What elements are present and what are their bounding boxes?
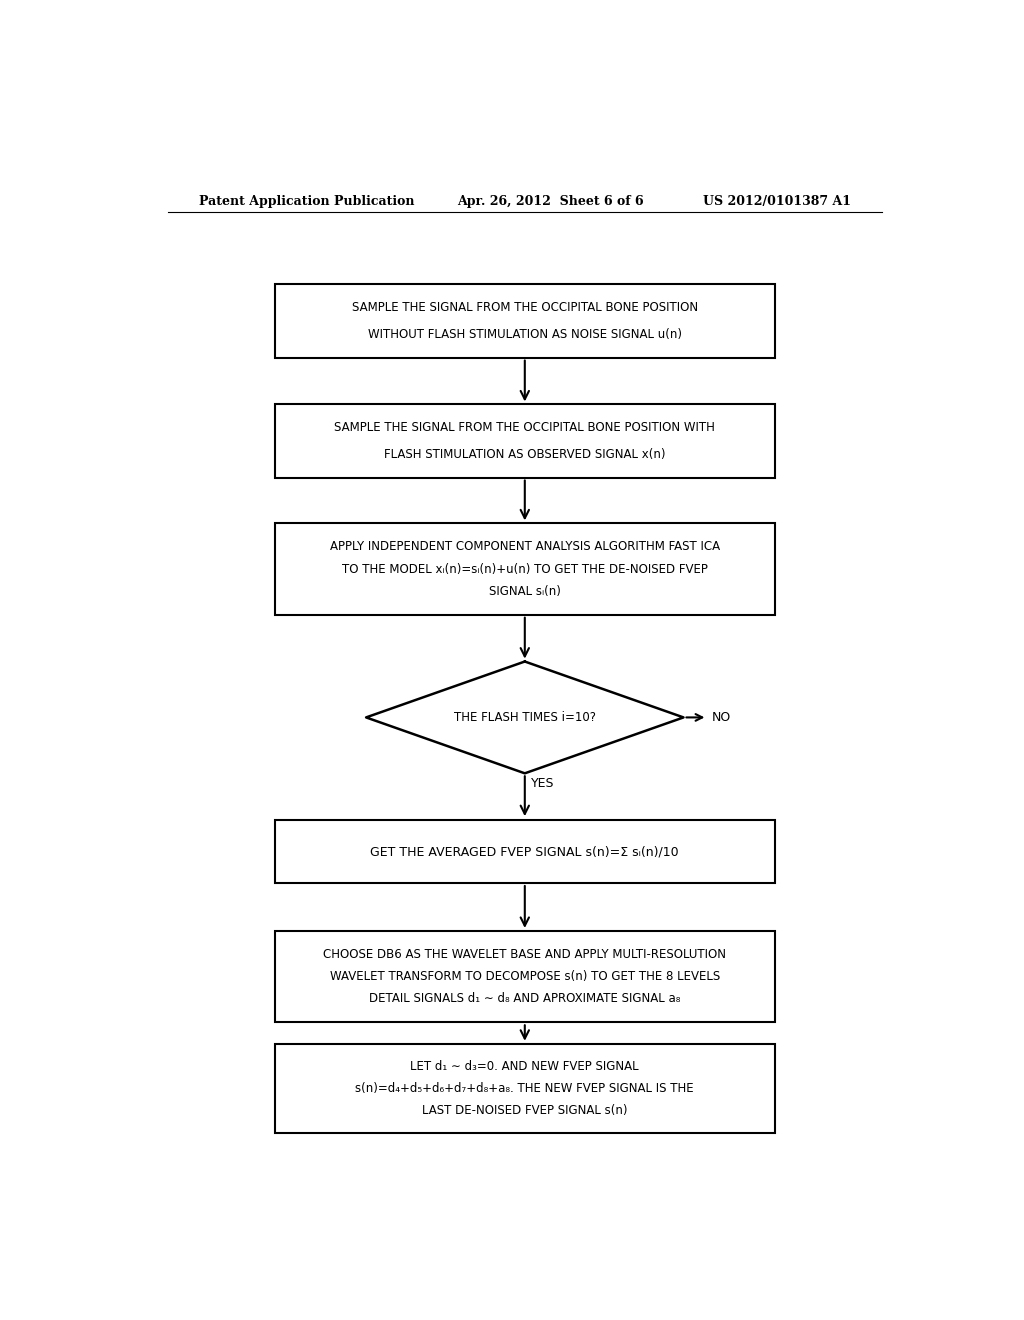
FancyBboxPatch shape: [274, 404, 775, 478]
Text: DETAIL SIGNALS d₁ ∼ d₈ AND APROXIMATE SIGNAL a₈: DETAIL SIGNALS d₁ ∼ d₈ AND APROXIMATE SI…: [369, 993, 681, 1006]
Text: LAST DE-NOISED FVEP SIGNAL s(n): LAST DE-NOISED FVEP SIGNAL s(n): [422, 1105, 628, 1117]
FancyBboxPatch shape: [274, 1044, 775, 1133]
Text: s(n)=d₄+d₅+d₆+d₇+d₈+a₈. THE NEW FVEP SIGNAL IS THE: s(n)=d₄+d₅+d₆+d₇+d₈+a₈. THE NEW FVEP SIG…: [355, 1082, 694, 1094]
FancyBboxPatch shape: [274, 523, 775, 615]
Text: NO: NO: [712, 711, 730, 723]
Text: WITHOUT FLASH STIMULATION AS NOISE SIGNAL u(n): WITHOUT FLASH STIMULATION AS NOISE SIGNA…: [368, 327, 682, 341]
Text: Apr. 26, 2012  Sheet 6 of 6: Apr. 26, 2012 Sheet 6 of 6: [458, 194, 644, 207]
Text: SIGNAL sᵢ(n): SIGNAL sᵢ(n): [488, 585, 561, 598]
Text: CHOOSE DB6 AS THE WAVELET BASE AND APPLY MULTI-RESOLUTION: CHOOSE DB6 AS THE WAVELET BASE AND APPLY…: [324, 948, 726, 961]
Text: WAVELET TRANSFORM TO DECOMPOSE s(n) TO GET THE 8 LEVELS: WAVELET TRANSFORM TO DECOMPOSE s(n) TO G…: [330, 970, 720, 983]
Text: SAMPLE THE SIGNAL FROM THE OCCIPITAL BONE POSITION: SAMPLE THE SIGNAL FROM THE OCCIPITAL BON…: [351, 301, 698, 314]
Text: SAMPLE THE SIGNAL FROM THE OCCIPITAL BONE POSITION WITH: SAMPLE THE SIGNAL FROM THE OCCIPITAL BON…: [335, 421, 715, 434]
Text: YES: YES: [531, 777, 555, 789]
FancyBboxPatch shape: [274, 931, 775, 1022]
Text: US 2012/0101387 A1: US 2012/0101387 A1: [703, 194, 851, 207]
Text: TO THE MODEL xᵢ(n)=sᵢ(n)+u(n) TO GET THE DE-NOISED FVEP: TO THE MODEL xᵢ(n)=sᵢ(n)+u(n) TO GET THE…: [342, 562, 708, 576]
Text: Patent Application Publication: Patent Application Publication: [200, 194, 415, 207]
Text: GET THE AVERAGED FVEP SIGNAL s(n)=Σ sᵢ(n)/10: GET THE AVERAGED FVEP SIGNAL s(n)=Σ sᵢ(n…: [371, 845, 679, 858]
Text: THE FLASH TIMES i=10?: THE FLASH TIMES i=10?: [454, 711, 596, 723]
Text: LET d₁ ∼ d₃=0. AND NEW FVEP SIGNAL: LET d₁ ∼ d₃=0. AND NEW FVEP SIGNAL: [411, 1060, 639, 1073]
FancyBboxPatch shape: [274, 820, 775, 883]
Text: APPLY INDEPENDENT COMPONENT ANALYSIS ALGORITHM FAST ICA: APPLY INDEPENDENT COMPONENT ANALYSIS ALG…: [330, 540, 720, 553]
Text: FIG.6: FIG.6: [498, 1107, 552, 1125]
Text: FLASH STIMULATION AS OBSERVED SIGNAL x(n): FLASH STIMULATION AS OBSERVED SIGNAL x(n…: [384, 447, 666, 461]
Polygon shape: [367, 661, 684, 774]
FancyBboxPatch shape: [274, 284, 775, 358]
